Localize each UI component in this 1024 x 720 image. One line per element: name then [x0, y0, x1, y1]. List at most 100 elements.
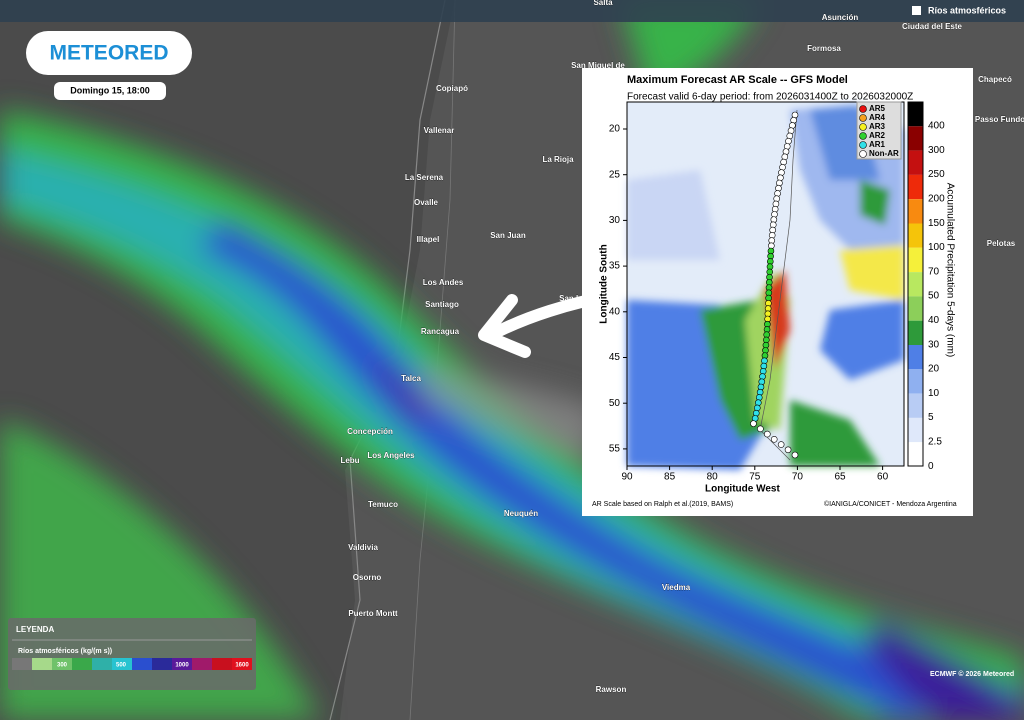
legend-swatch	[12, 658, 32, 670]
colorbar-cell	[908, 393, 923, 418]
colorbar-label: Accumulated Precipitation 5-days (mm)	[944, 183, 955, 358]
logo-badge[interactable]	[26, 31, 192, 75]
ar-legend-dot	[859, 105, 867, 113]
ar-legend-dot	[859, 132, 867, 140]
colorbar-cell	[908, 345, 923, 370]
city-label: Passo Fundo	[975, 115, 1024, 124]
colorbar-cell	[908, 174, 923, 200]
ar-legend-label: AR4	[869, 113, 886, 122]
ar-legend-dot	[859, 114, 867, 122]
legend-tick: 1600	[235, 663, 249, 669]
legend-tick: 500	[116, 663, 127, 669]
colorbar-tick-label: 5	[928, 412, 934, 423]
ar-legend-label: AR2	[869, 131, 886, 140]
ar-point	[757, 425, 764, 433]
city-label: Puerto Montt	[348, 609, 398, 618]
colorbar-tick-label: 10	[928, 388, 940, 399]
city-label: Chapecó	[978, 75, 1012, 84]
y-tick-label: 50	[609, 398, 621, 409]
city-label: Asunción	[822, 13, 859, 22]
ar-point	[777, 441, 785, 448]
ar-legend-label: AR3	[869, 122, 886, 131]
x-tick-label: 80	[707, 472, 719, 483]
city-label: Illapel	[417, 235, 440, 244]
inset: Maximum Forecast AR Scale -- GFS Model F…	[582, 68, 973, 516]
colorbar-tick-label: 400	[928, 121, 945, 132]
ar-legend-label: AR1	[869, 140, 886, 149]
ar-point	[764, 430, 771, 438]
logo[interactable]: METEORED	[49, 42, 168, 65]
city-label: Ovalle	[414, 198, 439, 207]
legend-title: LEYENDA	[16, 625, 54, 634]
ar-legend-label: Non-AR	[869, 149, 899, 158]
legend-panel	[8, 618, 256, 690]
colorbar-tick-label: 40	[928, 315, 940, 326]
legend-swatch	[112, 658, 132, 670]
arrow-head	[478, 294, 531, 358]
city-label: Salta	[593, 0, 613, 7]
layer-name[interactable]: Ríos atmosféricos	[928, 5, 1006, 15]
city-label: San Miguel de	[571, 61, 625, 70]
legend-swatch	[232, 658, 252, 670]
colorbar-cell	[908, 369, 923, 394]
colorbar-tick-label: 300	[928, 145, 945, 156]
ar-point	[784, 446, 792, 454]
legend-subtitle: Ríos atmosféricos (kg/(m s))	[18, 648, 112, 655]
x-tick-label: 75	[749, 472, 761, 483]
y-tick-label: 20	[609, 124, 621, 135]
colorbar-cell	[908, 320, 923, 345]
ar-legend-label: AR5	[869, 104, 886, 113]
city-label: Los Andes	[423, 278, 464, 287]
city-label: Copiapó	[436, 84, 468, 93]
city-label: Temuco	[368, 500, 398, 509]
city-label: Neuquén	[504, 509, 538, 518]
ar-legend-dot	[859, 150, 867, 158]
x-tick-label: 65	[834, 472, 846, 483]
city-label: Rawson	[596, 685, 627, 694]
ar-point	[750, 420, 757, 427]
colorbar-tick-label: 0	[928, 461, 934, 472]
y-tick-label: 40	[609, 306, 621, 317]
legend-swatch	[152, 658, 172, 670]
colorbar-cell	[908, 417, 923, 443]
colorbar-cell	[908, 126, 923, 151]
city-label: Pelotas	[987, 239, 1016, 248]
city-label: Santiago	[425, 300, 459, 309]
colorbar-tick-label: 150	[928, 218, 945, 229]
footer: ECMWF © 2026 Meteored	[930, 670, 1014, 678]
city-label: Osorno	[353, 573, 382, 582]
ar-point	[770, 436, 778, 443]
y-tick-label: 55	[609, 444, 621, 455]
layer-icon[interactable]	[912, 6, 921, 15]
y-tick-label: 45	[609, 352, 621, 363]
inset-axes: 90 85 80 75 70 65 6020253035404550554003002502…	[609, 101, 945, 483]
ar-points	[750, 111, 799, 459]
colorbar-cell	[908, 247, 923, 273]
colorbar-tick-label: 70	[928, 266, 940, 277]
inset-title: Maximum Forecast AR Scale -- GFS Model	[627, 74, 848, 86]
y-tick-label: 35	[609, 261, 621, 272]
colorbar-cell	[908, 272, 923, 297]
x-tick-label: 60	[877, 472, 889, 483]
city-label: Vallenar	[424, 126, 455, 135]
precip-field	[627, 105, 904, 470]
colorbar-cell	[908, 296, 923, 321]
y-label: Longitude South	[599, 244, 610, 323]
city-labels: Salta Asunción Ciudad del Este Formosa San M…	[340, 0, 1024, 694]
ar-point	[791, 451, 799, 459]
city-label: La Rioja	[542, 155, 574, 164]
x-tick-label: 90	[621, 472, 633, 483]
city-label: Viedma	[662, 583, 691, 592]
legend-swatch	[132, 658, 152, 670]
date: Domingo 15, 18:00	[70, 85, 150, 95]
city-label: Los Angeles	[367, 451, 415, 460]
x-tick-label: 70	[792, 472, 804, 483]
colorbar-cell	[908, 150, 923, 175]
legend-swatch	[192, 658, 212, 670]
legend-swatch	[172, 658, 192, 670]
city-label: San Juan	[490, 231, 526, 240]
colorbar-cell	[908, 199, 923, 224]
colorbar-tick-label: 100	[928, 242, 945, 253]
colorbar-tick-label: 20	[928, 364, 940, 375]
